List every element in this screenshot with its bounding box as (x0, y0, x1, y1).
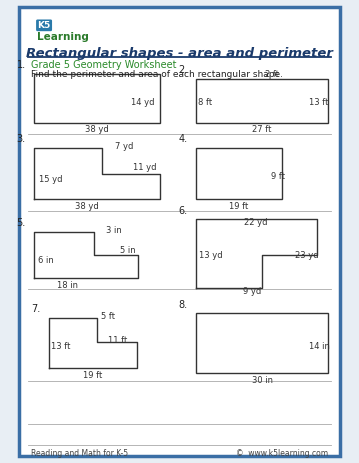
Text: 2 ft: 2 ft (265, 69, 279, 79)
Text: 9 yd: 9 yd (243, 287, 261, 296)
Text: Find the perimeter and area of each rectangular shape.: Find the perimeter and area of each rect… (31, 70, 283, 79)
Text: Reading and Math for K-5: Reading and Math for K-5 (31, 449, 128, 458)
Text: 8 ft: 8 ft (198, 98, 213, 107)
Text: 18 in: 18 in (57, 281, 78, 290)
Bar (196, 313, 328, 373)
Text: Rectangular shapes - area and perimeter: Rectangular shapes - area and perimeter (26, 47, 333, 60)
Text: 19 ft: 19 ft (229, 202, 248, 211)
Text: 13 ft: 13 ft (309, 98, 328, 107)
Text: 15 yd: 15 yd (39, 175, 62, 184)
Bar (196, 148, 282, 199)
Text: Grade 5 Geometry Worksheet: Grade 5 Geometry Worksheet (31, 60, 176, 70)
Text: Learning: Learning (37, 32, 89, 43)
Text: 27 ft: 27 ft (252, 125, 272, 134)
Text: 7.: 7. (32, 304, 41, 314)
Text: 30 in: 30 in (252, 376, 272, 385)
Text: 2.: 2. (178, 65, 188, 75)
Text: 38 yd: 38 yd (85, 125, 109, 134)
Text: 7 yd: 7 yd (115, 142, 134, 151)
Text: 1.: 1. (17, 60, 26, 70)
Text: 23 yd: 23 yd (295, 251, 318, 260)
Text: ©  www.k5learning.com: © www.k5learning.com (236, 449, 328, 458)
Text: 6.: 6. (179, 206, 188, 216)
Text: 22 yd: 22 yd (244, 218, 267, 226)
Text: 14 in: 14 in (309, 342, 330, 351)
Text: 5 in: 5 in (120, 246, 136, 256)
Text: 5 ft: 5 ft (101, 312, 115, 321)
Text: 13 ft: 13 ft (51, 342, 71, 351)
Text: 11 yd: 11 yd (133, 163, 157, 172)
Text: K5: K5 (37, 21, 51, 30)
Bar (196, 79, 328, 123)
Text: 11 ft: 11 ft (108, 336, 128, 345)
Text: 14 yd: 14 yd (131, 98, 155, 107)
Bar (34, 74, 160, 123)
Text: 38 yd: 38 yd (75, 202, 99, 211)
Text: 3.: 3. (17, 134, 26, 144)
Text: 9 ft: 9 ft (271, 172, 285, 181)
Text: 19 ft: 19 ft (83, 371, 103, 380)
Text: 4.: 4. (179, 134, 188, 144)
Text: 3 in: 3 in (106, 225, 122, 235)
Text: 8.: 8. (179, 300, 188, 310)
Text: 5.: 5. (17, 218, 26, 228)
FancyBboxPatch shape (19, 7, 340, 456)
Text: 13 yd: 13 yd (199, 251, 222, 260)
Text: 6 in: 6 in (38, 256, 54, 265)
